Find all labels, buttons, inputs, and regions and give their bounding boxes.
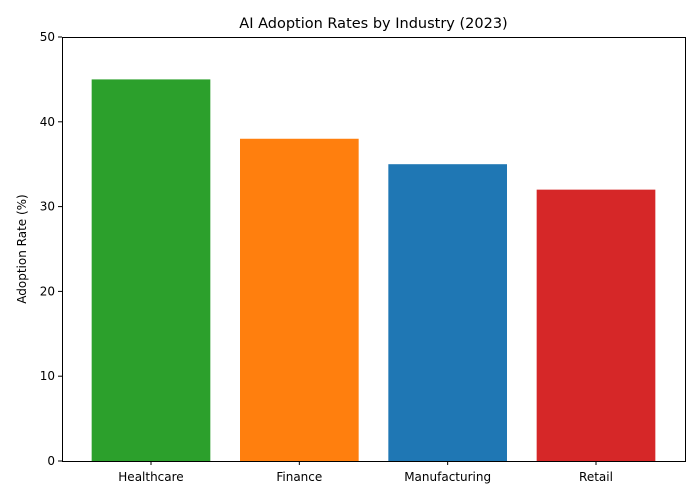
bar-finance [240,138,359,461]
y-axis-label: Adoption Rate (%) [15,194,29,303]
y-axis-ticks: 0 10 20 30 40 50 [40,30,62,468]
plot-frame [62,37,686,462]
y-tick-label: 40 [40,115,55,129]
x-tick-label: Retail [579,470,613,484]
y-tick-label: 0 [47,454,55,468]
bar-manufacturing [388,164,507,461]
x-tick-label: Finance [276,470,322,484]
y-tick-label: 30 [40,200,55,214]
chart-title: AI Adoption Rates by Industry (2023) [239,16,507,32]
y-tick-label: 50 [40,30,55,44]
y-tick-label: 10 [40,369,55,383]
bar-healthcare [91,79,211,462]
x-tick-label: Manufacturing [404,470,491,484]
x-axis-ticks: Healthcare Finance Manufacturing Retail [118,461,613,484]
x-tick-label: Healthcare [118,470,183,484]
bar-retail [536,189,656,461]
y-tick-label: 20 [40,284,55,298]
bars-group [91,79,656,462]
